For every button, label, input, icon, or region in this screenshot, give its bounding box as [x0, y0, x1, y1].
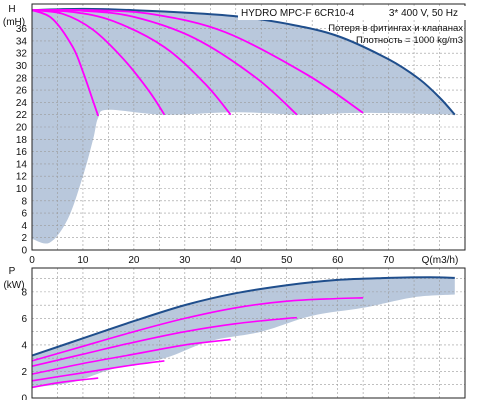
- q-x-tick: 50: [281, 255, 293, 266]
- head-y-tick: 4: [21, 221, 27, 232]
- q-x-tick: 60: [332, 255, 344, 266]
- head-y-axis-unit: (mH): [3, 17, 25, 28]
- chart-header: HYDRO MPC-F 6CR10-4 3* 400 V, 50 Hz Поте…: [238, 6, 466, 46]
- q-x-tick: 20: [128, 255, 140, 266]
- power-y-axis-unit: (kW): [3, 280, 24, 291]
- q-x-tick-labels: 0 10 20 30 40 50 60 70: [29, 255, 394, 266]
- head-y-tick: 22: [16, 110, 28, 121]
- head-curve-pump-3: [31, 9, 232, 116]
- head-curve-max: [31, 7, 456, 116]
- power-operating-area: [32, 277, 455, 388]
- head-y-tick: 26: [16, 86, 28, 97]
- power-curve-pump-3: [31, 338, 231, 375]
- power-y-tick: 8: [21, 287, 27, 298]
- power-y-tick-labels: 0 2 4 6 8: [21, 287, 27, 400]
- head-y-tick: 32: [16, 49, 28, 60]
- power-curves: [31, 276, 455, 389]
- power-plot-frame: [31, 267, 466, 399]
- q-x-tick: 40: [230, 255, 242, 266]
- head-y-tick: 30: [16, 61, 28, 72]
- supply-spec: 3* 400 V, 50 Hz: [389, 8, 458, 19]
- head-operating-region: [32, 8, 455, 244]
- chart-header-background: [238, 6, 466, 20]
- head-y-tick: 24: [16, 98, 28, 109]
- q-x-tick: 70: [383, 255, 395, 266]
- head-y-tick: 34: [16, 36, 28, 47]
- power-curve-panel: 0 2 4 6 8 P (kW): [3, 266, 466, 400]
- head-y-tick: 14: [16, 159, 28, 170]
- power-y-axis-label: P: [9, 266, 16, 277]
- head-y-tick: 2: [21, 233, 27, 244]
- head-y-tick: 8: [21, 196, 27, 207]
- q-x-axis-label: Q(m3/h): [422, 255, 459, 266]
- head-y-tick: 10: [16, 184, 28, 195]
- head-y-tick: 36: [16, 24, 28, 35]
- head-grid: [32, 4, 465, 250]
- q-x-tick: 0: [29, 255, 35, 266]
- head-curve-pump-2: [31, 9, 166, 116]
- fitting-losses-note: Потеря в фитингах и клапанах: [328, 23, 463, 34]
- head-plot-frame: [31, 3, 466, 251]
- head-y-tick: 28: [16, 73, 28, 84]
- power-curve-max: [31, 276, 455, 357]
- q-x-tick: 10: [77, 255, 89, 266]
- head-y-axis-label: H: [8, 4, 15, 15]
- power-y-tick: 6: [21, 314, 27, 325]
- head-y-tick: 0: [21, 246, 27, 257]
- power-curve-pump-1: [31, 377, 99, 389]
- power-curve-pump-5: [31, 297, 364, 362]
- power-y-tick: 0: [21, 394, 27, 400]
- head-y-tick: 12: [16, 172, 28, 183]
- density-note: Плотность = 1000 kg/m3: [356, 35, 463, 46]
- head-curve-pump-1: [31, 9, 100, 117]
- head-curve-pump-5: [31, 8, 364, 114]
- power-curve-pump-4: [31, 316, 297, 367]
- power-y-tick: 4: [21, 340, 27, 351]
- power-y-tick: 2: [21, 367, 27, 378]
- head-operating-area: [32, 8, 455, 244]
- head-curves: [31, 7, 456, 117]
- head-y-tick: 20: [16, 123, 28, 134]
- head-y-tick: 18: [16, 135, 28, 146]
- head-y-tick: 16: [16, 147, 28, 158]
- power-curve-pump-2: [31, 360, 165, 382]
- q-x-tick: 30: [179, 255, 191, 266]
- pump-model-title: HYDRO MPC-F 6CR10-4: [241, 8, 355, 19]
- power-operating-region: [32, 277, 455, 388]
- head-y-tick: 6: [21, 209, 27, 220]
